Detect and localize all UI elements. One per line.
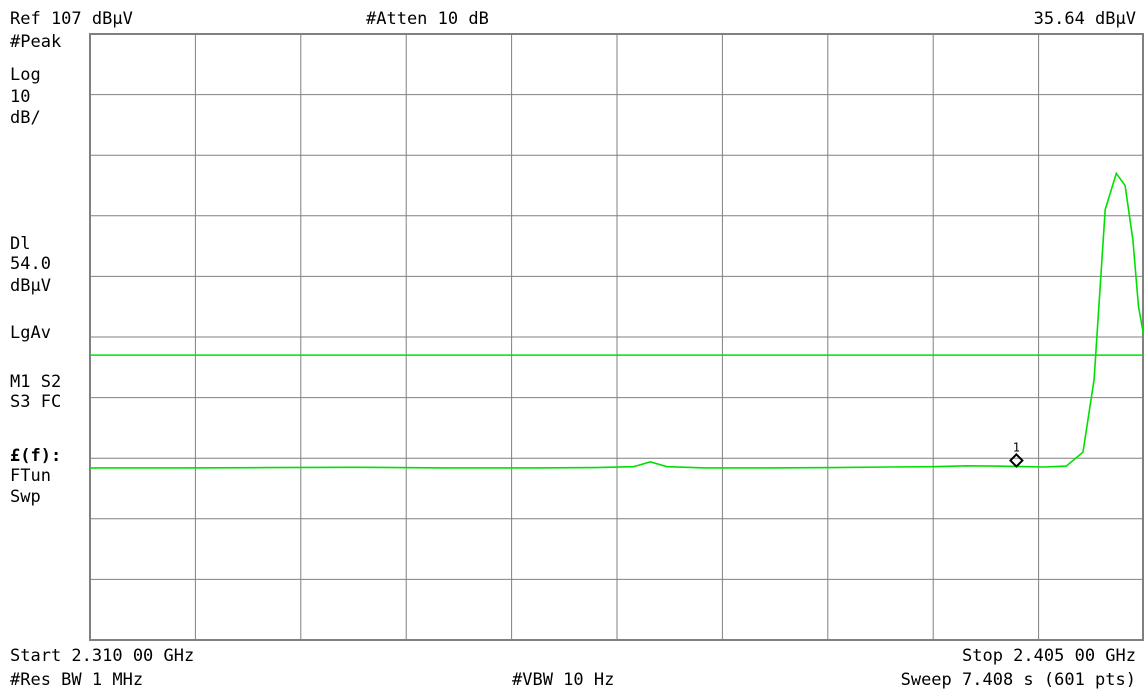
video-bandwidth-label: #VBW 10 Hz <box>512 670 615 690</box>
display-line-unit: dBμV <box>10 276 51 296</box>
spectrum-trace <box>90 171 1144 469</box>
graticule <box>89 33 1144 641</box>
scale-value-label: 10 <box>10 87 31 107</box>
average-type-label: LgAv <box>10 323 51 343</box>
marker-1[interactable]: 1 <box>1008 440 1024 468</box>
correction-line-2: Swp <box>10 487 41 507</box>
marker-amplitude-readout: 35.64 dBμV <box>1033 9 1136 29</box>
display-line-value: 54.0 <box>10 254 51 274</box>
sweep-time-label: Sweep 7.408 s (601 pts) <box>900 670 1136 690</box>
scale-unit-label: dB/ <box>10 108 41 128</box>
scale-type-label: Log <box>10 65 41 85</box>
detector-label: #Peak <box>10 32 62 52</box>
display-line-label: Dl <box>10 234 31 254</box>
marker-1-label: 1 <box>1013 440 1020 454</box>
resolution-bandwidth-label: #Res BW 1 MHz <box>10 670 144 690</box>
attenuation-label: #Atten 10 dB <box>366 9 489 29</box>
stop-frequency-label: Stop 2.405 00 GHz <box>962 646 1136 666</box>
trace-mode-line-2: S3 FC <box>10 392 62 412</box>
trace-mode-line-1: M1 S2 <box>10 372 62 392</box>
correction-label: £(f): <box>10 446 62 466</box>
correction-line-1: FTun <box>10 466 51 486</box>
start-frequency-label: Start 2.310 00 GHz <box>10 646 195 666</box>
marker-1-diamond-icon <box>1008 453 1024 468</box>
ref-level-label: Ref 107 dBμV <box>10 9 133 29</box>
